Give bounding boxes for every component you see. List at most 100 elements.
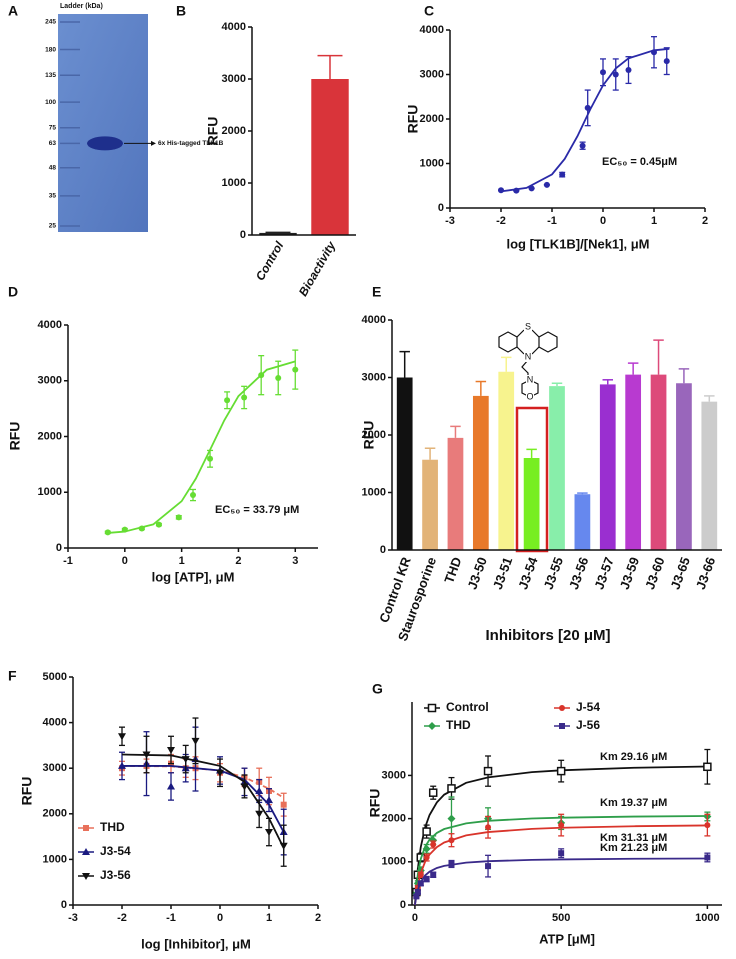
ladder-label: 35 (49, 193, 57, 200)
point (255, 810, 264, 818)
x-tick-label: 1 (266, 912, 272, 924)
legend-label: THD (446, 718, 471, 732)
y-tick-label: 0 (56, 542, 62, 554)
bar (523, 458, 540, 550)
point (175, 514, 182, 521)
x-tick-label: 2 (235, 555, 241, 567)
y-tick-label: 0 (400, 899, 406, 911)
panel-letter: E (372, 284, 381, 300)
point (428, 722, 436, 730)
bar (498, 371, 515, 550)
point (82, 848, 90, 855)
x-tick-label: 0 (412, 912, 418, 924)
y-axis-label: RFU (7, 422, 23, 451)
y-tick-label: 2000 (362, 429, 386, 441)
panel-letter: B (176, 3, 186, 19)
x-axis-label: ATP [μM] (539, 931, 595, 946)
y-tick-label: 4000 (420, 24, 444, 36)
point (427, 703, 437, 713)
x-tick-label: J3-59 (617, 555, 642, 591)
y-tick-label: 5000 (43, 671, 67, 683)
fit-line (121, 753, 285, 849)
bar (311, 79, 349, 235)
point (414, 889, 421, 896)
point (121, 526, 128, 533)
panel-letter: A (8, 3, 18, 19)
gel (58, 14, 148, 232)
atom-bg (524, 322, 532, 332)
point (142, 751, 151, 759)
x-tick-label: J3-54 (515, 554, 541, 591)
y-axis-label: RFU (361, 421, 377, 450)
ladder-label: 63 (49, 140, 57, 147)
atom-bg (526, 392, 534, 402)
point (485, 863, 492, 870)
y-tick-label: 0 (61, 899, 67, 911)
annotation: Km 19.37 μM (600, 797, 667, 809)
y-tick-label: 2000 (382, 813, 406, 825)
legend-label: Control (446, 700, 489, 714)
point (423, 854, 430, 861)
x-tick-label: -2 (117, 912, 127, 924)
x-tick-label: J3-56 (566, 555, 591, 591)
x-tick-label: J3-60 (642, 555, 667, 591)
x-tick-label: THD (441, 555, 464, 585)
y-tick-label: 4000 (38, 319, 62, 331)
legend-label: J3-54 (100, 844, 131, 858)
y-tick-label: 3000 (222, 73, 246, 85)
point (422, 844, 431, 853)
atom-label: N (525, 351, 532, 361)
y-tick-label: 0 (380, 544, 386, 556)
bar (472, 395, 489, 550)
fit-line (500, 47, 670, 193)
y-tick-label: 3000 (38, 375, 62, 387)
y-tick-label: 1000 (382, 856, 406, 868)
annotation: Km 21.23 μM (600, 842, 667, 854)
y-tick-label: 2000 (420, 113, 444, 125)
point (447, 814, 456, 823)
point (430, 841, 437, 848)
gel-title: Ladder (kDa) (60, 3, 103, 10)
point (413, 893, 420, 900)
y-axis-label: RFU (367, 789, 383, 818)
point (279, 842, 288, 850)
point (429, 836, 438, 845)
point (485, 824, 492, 831)
legend-label: J-56 (576, 718, 600, 732)
ladder-label: 135 (45, 72, 56, 79)
y-tick-label: 1000 (43, 853, 67, 865)
x-tick-label: Bioactivity (296, 238, 339, 299)
point (448, 837, 455, 844)
point (417, 880, 424, 887)
y-tick-label: 1000 (420, 157, 444, 169)
x-tick-label: Control (253, 239, 287, 284)
point (417, 871, 424, 878)
point (559, 723, 565, 729)
point (579, 142, 586, 149)
y-tick-label: 2000 (222, 125, 246, 137)
point (430, 871, 437, 878)
point (558, 850, 565, 857)
point (483, 766, 493, 776)
atom-label: N (527, 374, 534, 384)
legend-label: J-54 (576, 700, 600, 714)
point (447, 784, 456, 793)
y-tick-label: 2000 (43, 808, 67, 820)
x-tick-label: J3-65 (668, 555, 693, 591)
y-tick-label: 4000 (222, 21, 246, 33)
protein-band (87, 136, 123, 151)
x-tick-label: 1000 (695, 912, 719, 924)
y-axis-label: RFU (205, 117, 221, 146)
y-tick-label: 4000 (43, 717, 67, 729)
y-axis-label: RFU (405, 105, 421, 134)
bar (701, 401, 718, 550)
point (625, 67, 632, 74)
point (167, 782, 175, 790)
point (118, 733, 126, 741)
x-axis-label: Inhibitors [20 μM] (485, 627, 610, 644)
highlight-box (515, 406, 549, 553)
point (612, 71, 619, 78)
x-tick-label: 2 (315, 912, 321, 924)
x-tick-label: -1 (547, 215, 557, 227)
point (292, 366, 299, 373)
